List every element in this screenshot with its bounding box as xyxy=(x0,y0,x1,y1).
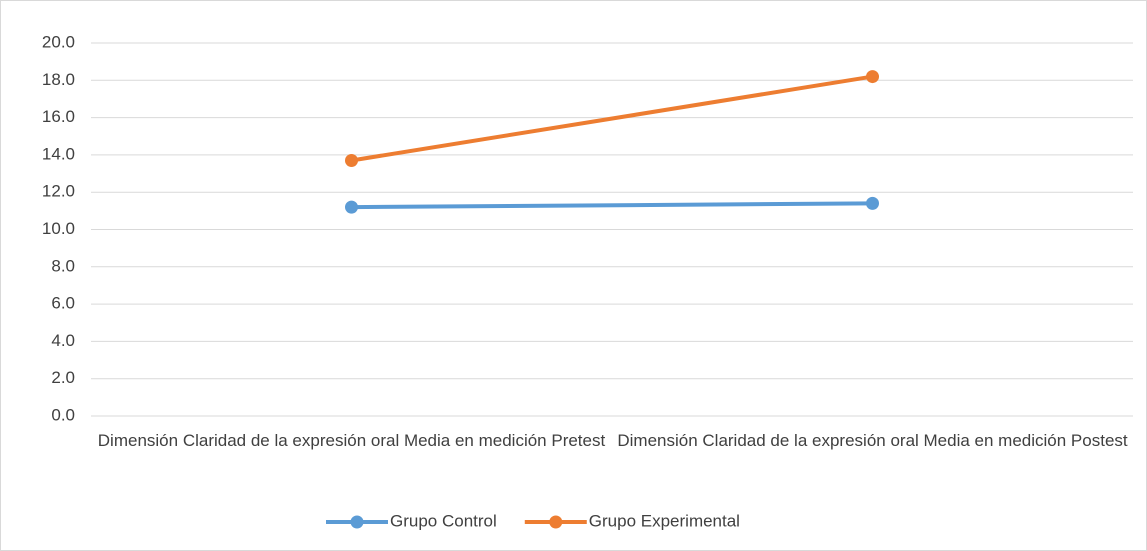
y-tick-label: 0.0 xyxy=(51,405,75,424)
x-tick-label: Dimensión Claridad de la expresión oral … xyxy=(617,431,1128,450)
y-tick-label: 18.0 xyxy=(42,70,75,89)
legend-label: Grupo Experimental xyxy=(589,511,740,530)
legend-marker xyxy=(350,515,364,529)
series-line xyxy=(349,201,875,210)
y-tick-label: 6.0 xyxy=(51,294,75,313)
legend-marker xyxy=(549,515,563,529)
series-line xyxy=(349,74,875,163)
y-tick-label: 16.0 xyxy=(42,107,75,126)
legend-label: Grupo Control xyxy=(390,511,497,530)
y-tick-label: 10.0 xyxy=(42,219,75,238)
point xyxy=(866,196,879,210)
point xyxy=(345,153,358,167)
y-tick-label: 20.0 xyxy=(42,32,75,51)
y-tick-label: 8.0 xyxy=(51,256,75,275)
y-tick-label: 12.0 xyxy=(42,182,75,201)
point xyxy=(866,70,879,84)
y-tick-label: 4.0 xyxy=(51,331,75,350)
y-tick-label: 2.0 xyxy=(51,368,75,387)
x-tick-label: Dimensión Claridad de la expresión oral … xyxy=(97,431,606,450)
y-tick-label: 14.0 xyxy=(42,144,75,163)
point xyxy=(345,200,358,214)
